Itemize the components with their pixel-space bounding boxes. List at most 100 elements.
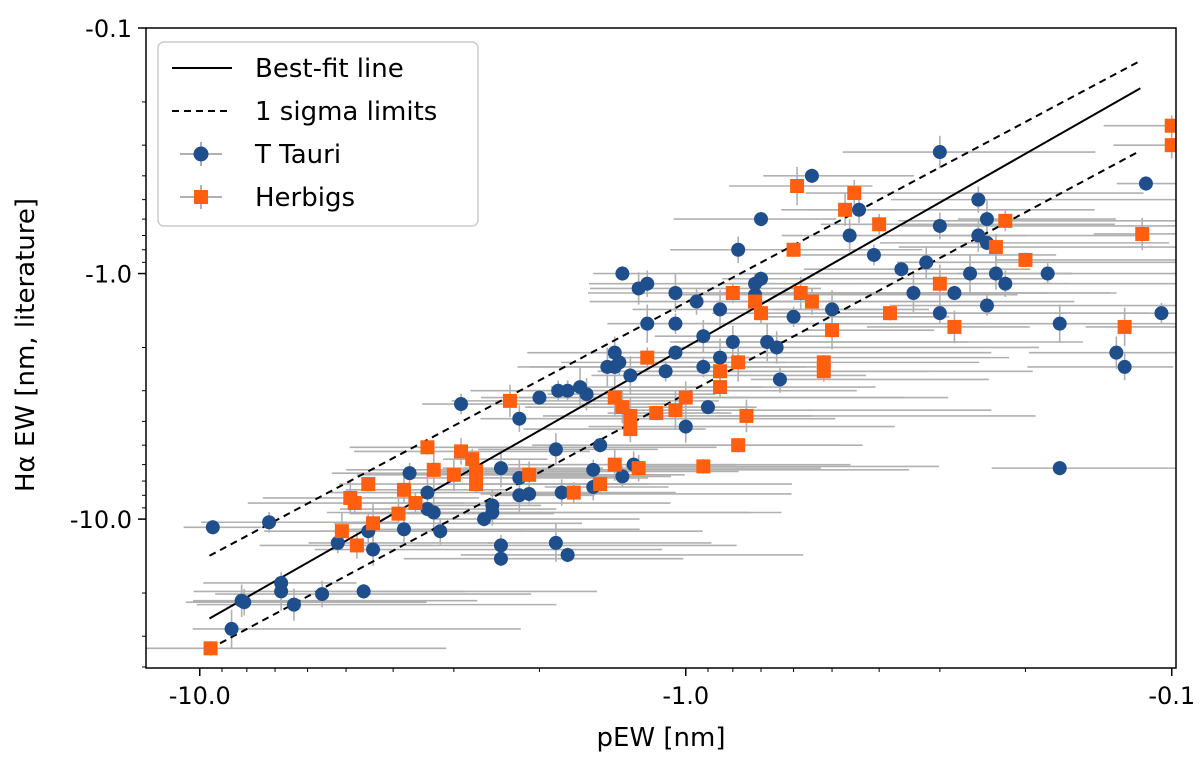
ttauri-point: [262, 515, 277, 530]
herbig-point: [465, 452, 480, 467]
herbig-point: [731, 355, 746, 370]
ttauri-point: [906, 285, 921, 300]
legend-label-herbigs: Herbigs: [255, 183, 355, 213]
herbig-point: [361, 477, 376, 492]
ttauri-point: [894, 262, 909, 277]
herbig-point: [1135, 226, 1150, 241]
y-tick-label: -1.0: [85, 261, 132, 289]
herbig-point: [838, 202, 853, 217]
ttauri-point: [612, 355, 627, 370]
ttauri-point: [1040, 266, 1055, 281]
ttauri-point: [615, 469, 630, 484]
herbig-point: [793, 285, 808, 300]
ttauri-point: [493, 551, 508, 566]
ttauri-point: [640, 276, 655, 291]
ttauri-point: [689, 294, 704, 309]
herbig-point: [1117, 319, 1132, 334]
herbig-point: [349, 538, 364, 553]
ttauri-point: [754, 271, 769, 286]
ttauri-point: [420, 485, 435, 500]
ttauri-point: [1052, 461, 1067, 476]
herbig-point: [203, 641, 218, 656]
herbig-point: [696, 459, 711, 474]
ttauri-point: [866, 247, 881, 262]
herbig-point: [469, 477, 484, 492]
ttauri-point: [731, 242, 746, 257]
herbig-point: [988, 240, 1003, 255]
ttauri-point: [979, 212, 994, 227]
axis-ticks: -10.0 -1.0 -0.1 -0.1 -1.0 -10.0: [70, 15, 1195, 710]
ttauri-point: [998, 276, 1013, 291]
x-tick-label: -10.0: [169, 682, 231, 710]
herbig-point: [872, 217, 887, 232]
x-axis-label: pEW [nm]: [597, 723, 726, 753]
plot-frame: [145, 27, 1177, 669]
ttauri-point: [554, 485, 569, 500]
herbig-point: [1164, 138, 1176, 153]
ttauri-point: [825, 302, 840, 317]
y-axis-label: Hα EW [nm, literature]: [11, 198, 41, 492]
herbig-point: [391, 506, 406, 521]
ttauri-point: [842, 228, 857, 243]
ttauri-point: [658, 364, 673, 379]
x-tick-label: -1.0: [662, 682, 709, 710]
sigma-limit-line: [208, 59, 1141, 557]
herbig-point: [366, 516, 381, 531]
ttauri-point: [396, 522, 411, 537]
ttauri-point: [772, 372, 787, 387]
herbig-point: [754, 306, 769, 321]
ttauri-point: [286, 597, 301, 612]
herbig-point: [334, 524, 349, 539]
ttauri-point: [493, 538, 508, 553]
sigma-limit-line: [208, 149, 1141, 650]
legend-label-best-fit: Best-fit line: [255, 54, 404, 84]
ttauri-point: [623, 368, 638, 383]
herbig-point: [566, 485, 581, 500]
ttauri-point: [713, 302, 728, 317]
ttauri-point: [769, 340, 784, 355]
herbig-point: [731, 438, 746, 453]
legend-herbigs-marker: [194, 190, 208, 204]
ttauri-point: [1154, 306, 1169, 321]
ttauri-point: [696, 329, 711, 344]
ttauri-point: [402, 466, 417, 481]
herbig-point: [502, 393, 517, 408]
ttauri-point: [700, 400, 715, 415]
herbig-point: [522, 467, 537, 482]
herbig-point: [932, 276, 947, 291]
herbig-point: [739, 408, 754, 423]
herbig-point: [446, 467, 461, 482]
herbig-point: [454, 444, 469, 459]
herbig-point: [882, 306, 897, 321]
ttauri-point: [786, 309, 801, 324]
ttauri-point: [1052, 316, 1067, 331]
ttauri-point: [548, 535, 563, 550]
legend: Best-fit line 1 sigma limits T Tauri Her…: [157, 41, 479, 227]
herbig-point: [998, 213, 1013, 228]
herbig-point: [713, 380, 728, 395]
ttauri-point: [713, 350, 728, 365]
herbig-point: [607, 457, 622, 472]
ttauri-point: [512, 411, 527, 426]
herbig-point: [748, 294, 763, 309]
ttauri-point: [433, 524, 448, 539]
ttauri-point: [640, 316, 655, 331]
herbig-point: [713, 364, 728, 379]
ttauri-point: [963, 266, 978, 281]
ttauri-point: [593, 438, 608, 453]
ttauri-point: [932, 218, 947, 233]
herbig-point: [615, 400, 630, 415]
ttauri-point: [522, 486, 537, 501]
ttauri-point: [315, 587, 330, 602]
ttauri-point: [615, 266, 630, 281]
herbig-point: [825, 323, 840, 338]
ttauri-point: [725, 334, 740, 349]
herbig-point: [623, 422, 638, 437]
herbig-point: [790, 179, 805, 194]
herbig-point: [649, 406, 664, 421]
ttauri-point: [356, 584, 371, 599]
ttauri-point: [330, 535, 345, 550]
ttauri-point: [988, 266, 1003, 281]
ttauri-point: [696, 359, 711, 374]
